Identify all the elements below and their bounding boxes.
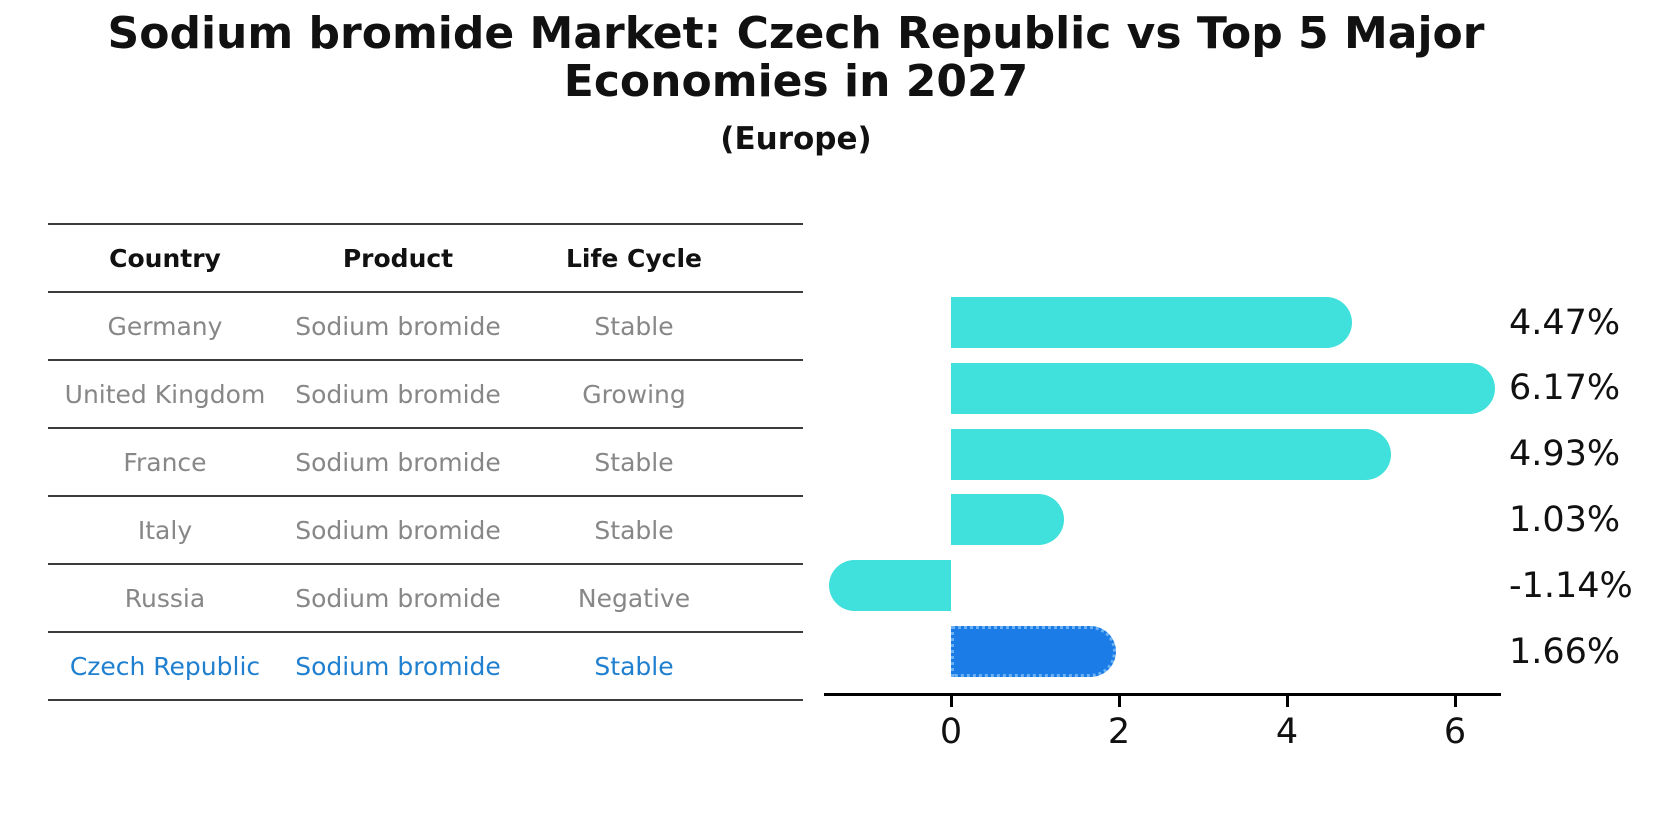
bar-france xyxy=(951,428,1392,480)
table-cell-country: Russia xyxy=(124,583,206,613)
table-header-life-cycle: Life Cycle xyxy=(565,243,703,273)
x-axis-tick-mark xyxy=(1117,696,1121,707)
x-axis-tick-mark xyxy=(1285,696,1289,707)
table-header-product: Product xyxy=(342,243,454,273)
chart-title: Sodium bromide Market: Czech Republic vs… xyxy=(107,8,1485,108)
table-cell-product: Sodium bromide xyxy=(295,583,501,613)
table-row: Italy Sodium bromide Stable xyxy=(48,495,803,563)
table-row: Germany Sodium bromide Stable xyxy=(48,291,803,359)
table-cell-country: France xyxy=(123,447,207,477)
table-cell-product: Sodium bromide xyxy=(295,447,501,477)
table-row: France Sodium bromide Stable xyxy=(48,427,803,495)
bar-value-label: 4.47% xyxy=(1509,302,1621,343)
table-row: Russia Sodium bromide Negative xyxy=(48,563,803,631)
table-cell-life-cycle: Stable xyxy=(594,447,674,477)
table-row: Czech Republic Sodium bromide Stable xyxy=(48,631,803,701)
bar-czech-republic xyxy=(951,626,1117,677)
x-axis-tick-mark xyxy=(1453,696,1457,707)
table-row: United Kingdom Sodium bromide Growing xyxy=(48,359,803,427)
bar-germany xyxy=(951,297,1353,348)
x-axis-tick-label: 4 xyxy=(1275,712,1299,752)
bar-value-label: 1.66% xyxy=(1509,631,1621,672)
bar-value-label: 6.17% xyxy=(1509,368,1621,409)
chart-subtitle: (Europe) xyxy=(720,120,872,157)
x-axis-tick-label: 0 xyxy=(939,712,963,752)
x-axis-tick-label: 6 xyxy=(1443,712,1467,752)
table-cell-country: Czech Republic xyxy=(69,651,261,681)
x-axis-line xyxy=(824,693,1501,696)
table-cell-product: Sodium bromide xyxy=(295,651,501,681)
table-cell-life-cycle: Stable xyxy=(594,651,674,681)
table-cell-life-cycle: Stable xyxy=(594,311,674,341)
table-cell-life-cycle: Growing xyxy=(582,379,686,409)
bar-russia xyxy=(829,560,951,612)
bar-italy xyxy=(951,494,1064,546)
bar-value-label: 4.93% xyxy=(1509,434,1621,475)
x-axis-tick-label: 2 xyxy=(1107,712,1131,752)
table-cell-product: Sodium bromide xyxy=(295,515,501,545)
table-header-country: Country xyxy=(109,243,221,273)
summary-table: Country Product Life Cycle Germany Sodium… xyxy=(48,223,803,701)
bar-value-label: 1.03% xyxy=(1509,499,1621,540)
title-block: Sodium bromide Market: Czech Republic vs… xyxy=(0,0,1592,157)
table-cell-life-cycle: Negative xyxy=(577,583,691,613)
table-cell-product: Sodium bromide xyxy=(295,379,501,409)
x-axis-tick-mark xyxy=(949,696,953,707)
table-cell-country: United Kingdom xyxy=(64,379,266,409)
bar-united-kingdom xyxy=(951,362,1496,414)
table-cell-product: Sodium bromide xyxy=(295,311,501,341)
table-header-row: Country Product Life Cycle xyxy=(48,223,803,291)
table-cell-country: Germany xyxy=(107,311,223,341)
table-cell-life-cycle: Stable xyxy=(594,515,674,545)
bar-value-label: -1.14% xyxy=(1509,565,1633,606)
table-cell-country: Italy xyxy=(137,515,193,545)
